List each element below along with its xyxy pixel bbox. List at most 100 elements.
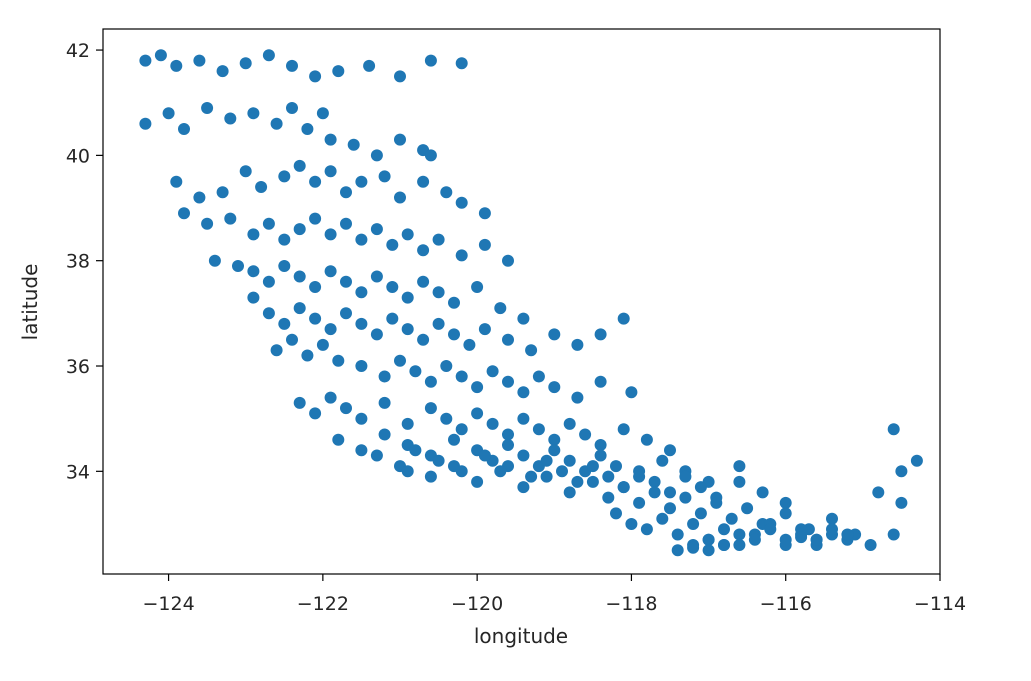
data-point xyxy=(517,412,530,425)
data-point xyxy=(586,460,599,473)
data-point xyxy=(293,396,306,409)
data-point xyxy=(224,112,237,125)
x-tick-label: −124 xyxy=(142,593,194,615)
data-point xyxy=(424,375,437,388)
data-point xyxy=(409,444,422,457)
data-point xyxy=(455,57,468,70)
data-point xyxy=(355,317,368,330)
data-point xyxy=(648,486,661,499)
data-point xyxy=(170,59,183,72)
data-point xyxy=(139,117,152,130)
data-point xyxy=(216,65,229,78)
data-point xyxy=(448,433,460,446)
data-points xyxy=(139,49,923,557)
data-point xyxy=(795,531,808,544)
data-point xyxy=(594,375,607,388)
data-point xyxy=(455,249,468,262)
data-point xyxy=(440,412,453,425)
y-tick-label: 38 xyxy=(66,251,90,273)
data-point xyxy=(779,539,792,551)
data-point xyxy=(625,518,638,530)
data-point xyxy=(733,475,746,488)
data-point xyxy=(679,491,692,504)
data-point xyxy=(648,475,661,488)
x-tick-label: −118 xyxy=(605,593,657,615)
data-point xyxy=(502,333,514,346)
data-point xyxy=(394,354,406,367)
data-point xyxy=(332,354,345,367)
data-point xyxy=(247,265,260,278)
data-point xyxy=(394,70,406,83)
data-point xyxy=(401,465,414,478)
data-point xyxy=(448,328,460,341)
data-point xyxy=(262,49,275,62)
data-point xyxy=(779,507,792,520)
data-point xyxy=(286,333,298,346)
data-point xyxy=(309,175,322,188)
data-point xyxy=(378,428,391,441)
data-point xyxy=(363,59,376,72)
data-point xyxy=(478,238,491,251)
data-point xyxy=(455,370,468,383)
data-point xyxy=(247,228,260,241)
data-point xyxy=(471,475,484,488)
data-point xyxy=(262,217,275,230)
data-point xyxy=(417,175,430,188)
data-point xyxy=(710,496,723,509)
data-point xyxy=(887,528,900,541)
data-point xyxy=(309,407,322,420)
data-point xyxy=(293,159,306,172)
data-point xyxy=(293,270,306,283)
data-point xyxy=(347,138,360,151)
data-point xyxy=(625,386,638,399)
data-point xyxy=(424,402,437,415)
data-point xyxy=(571,391,584,404)
data-point xyxy=(702,533,715,546)
data-point xyxy=(694,507,707,520)
data-point xyxy=(378,396,391,409)
data-point xyxy=(332,433,345,446)
data-point xyxy=(386,281,399,293)
data-point xyxy=(324,165,337,178)
data-point xyxy=(448,296,460,309)
data-point xyxy=(355,286,368,299)
x-tick-label: −116 xyxy=(760,593,812,615)
data-point xyxy=(394,191,406,204)
data-point xyxy=(201,102,214,114)
data-point xyxy=(610,507,622,520)
data-point xyxy=(193,54,206,67)
data-point xyxy=(224,212,237,225)
data-point xyxy=(733,460,746,473)
data-point xyxy=(679,470,692,483)
data-point xyxy=(432,233,445,246)
x-tick-label: −122 xyxy=(297,593,349,615)
data-point xyxy=(478,323,491,336)
data-point xyxy=(324,323,337,336)
x-tick-label: −114 xyxy=(914,593,966,615)
data-point xyxy=(340,217,352,230)
data-point xyxy=(895,496,908,509)
data-point xyxy=(262,275,275,288)
data-point xyxy=(417,275,430,288)
data-point xyxy=(532,423,545,436)
data-point xyxy=(725,512,738,525)
data-point xyxy=(617,481,630,494)
data-point xyxy=(417,244,430,257)
data-point xyxy=(424,470,437,483)
data-point xyxy=(478,449,491,462)
data-point xyxy=(664,486,676,499)
data-point xyxy=(270,117,283,130)
data-point xyxy=(216,186,229,199)
data-point xyxy=(687,541,700,554)
data-point xyxy=(316,338,329,351)
data-point xyxy=(455,423,468,436)
data-point xyxy=(525,470,538,483)
plot-frame xyxy=(102,28,941,575)
data-point xyxy=(748,533,761,546)
data-point xyxy=(378,170,391,183)
data-point xyxy=(355,444,368,457)
data-point xyxy=(471,281,484,293)
y-tick-label: 36 xyxy=(66,356,90,378)
data-point xyxy=(309,281,322,293)
